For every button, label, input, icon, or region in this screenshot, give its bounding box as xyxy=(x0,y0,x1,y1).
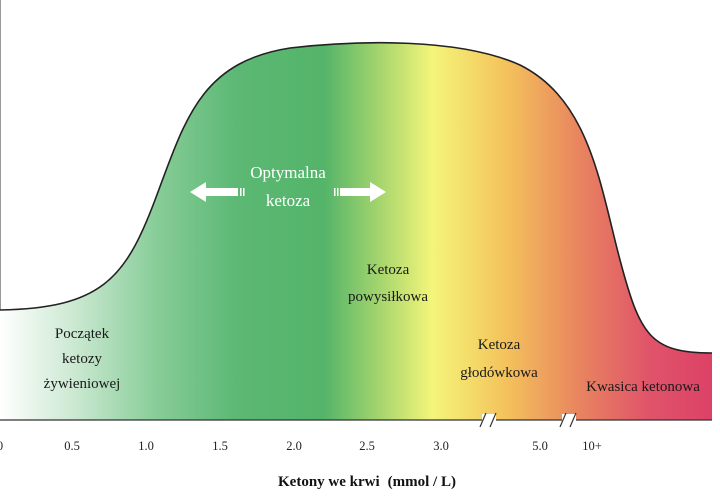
zone-label-line: Kwasica ketonowa xyxy=(586,379,700,395)
zone-label-line: Początek xyxy=(55,326,110,342)
x-axis-title: Ketony we krwi (mmol / L) xyxy=(278,473,456,490)
x-tick-label: 10+ xyxy=(582,439,602,453)
zone-label-line: ketoza xyxy=(266,191,311,210)
zone-starvation-ketosis: Ketoza głodówkowa xyxy=(460,337,538,381)
zone-label-line: Ketoza xyxy=(367,262,410,278)
area-outline xyxy=(0,41,713,354)
zone-label-line: ketozy xyxy=(62,351,102,367)
arrow-left-icon xyxy=(190,182,245,202)
x-axis-unit: (mmol / L) xyxy=(388,474,456,490)
zone-initial-ketosis: Początek ketozy żywieniowej xyxy=(44,326,121,392)
ketosis-area xyxy=(0,42,712,420)
x-tick-label: 0.5 xyxy=(64,439,80,453)
x-tick-label: 3.0 xyxy=(433,439,449,453)
zone-label-line: Optymalna xyxy=(250,163,326,182)
x-tick-label: 2.0 xyxy=(286,439,302,453)
zone-post-exercise-ketosis: Ketoza powysiłkowa xyxy=(348,262,428,305)
x-tick-labels: 0 0.5 1.0 1.5 2.0 2.5 3.0 5.0 10+ xyxy=(0,439,602,453)
x-tick-label: 5.0 xyxy=(532,439,548,453)
zone-label-line: Ketoza xyxy=(478,337,521,353)
axis-break-1 xyxy=(479,412,497,428)
zone-optimal-ketosis: Optymalna ketoza xyxy=(190,163,386,210)
zone-label-line: głodówkowa xyxy=(460,365,538,381)
arrow-right-icon xyxy=(334,182,386,202)
zone-ketoacidosis: Kwasica ketonowa xyxy=(586,379,700,395)
x-tick-label: 2.5 xyxy=(359,439,375,453)
x-tick-label: 1.0 xyxy=(138,439,154,453)
axis-break-2 xyxy=(559,412,577,428)
x-tick-label: 0 xyxy=(0,439,3,453)
x-axis-title-text: Ketony we krwi xyxy=(278,474,380,490)
zone-label-line: powysiłkowa xyxy=(348,289,428,305)
x-tick-label: 1.5 xyxy=(212,439,228,453)
zone-label-line: żywieniowej xyxy=(44,376,121,392)
